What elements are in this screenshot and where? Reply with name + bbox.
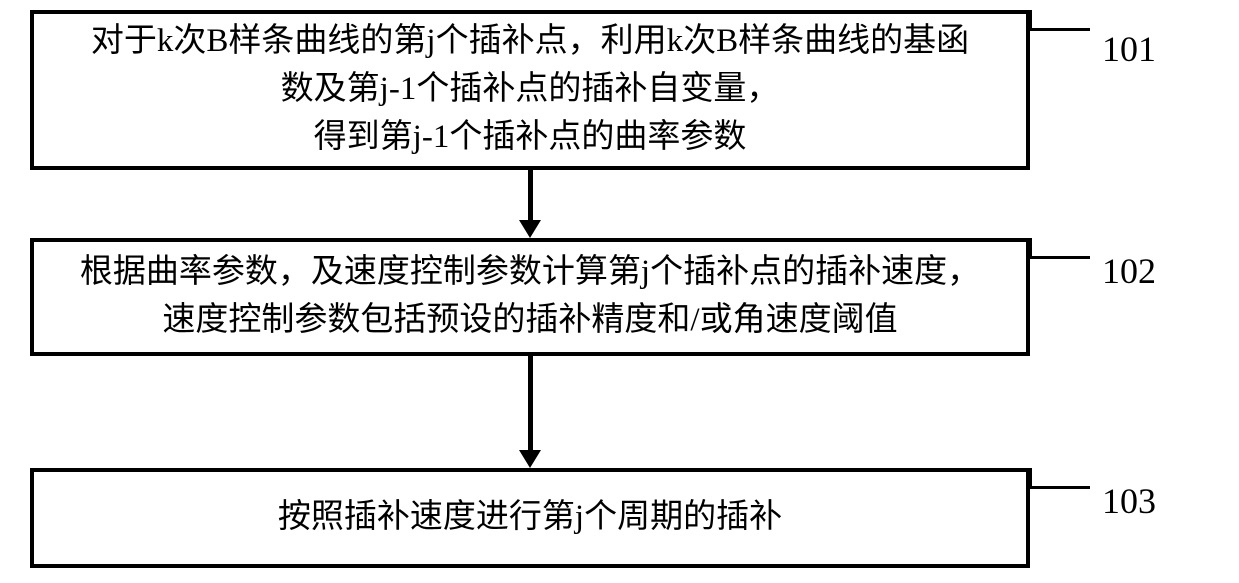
flow-step: 按照插补速度进行第j个周期的插补 <box>30 468 1030 568</box>
flow-step-text: 数及第j-1个插补点的插补自变量， <box>281 66 780 114</box>
flow-step-text: 得到第j-1个插补点的曲率参数 <box>314 114 747 162</box>
flow-step-label: 102 <box>1102 250 1156 292</box>
flow-arrow-head <box>519 450 541 468</box>
flow-arrow-head <box>519 220 541 238</box>
callout-line <box>1030 256 1090 259</box>
flow-arrow-shaft <box>528 356 533 450</box>
flowchart-canvas: 对于k次B样条曲线的第j个插补点，利用k次B样条曲线的基函数及第j-1个插补点的… <box>0 0 1239 583</box>
flow-step: 对于k次B样条曲线的第j个插补点，利用k次B样条曲线的基函数及第j-1个插补点的… <box>30 10 1030 170</box>
flow-step-label: 101 <box>1102 28 1156 70</box>
flow-step-text: 速度控制参数包括预设的插补精度和/或角速度阈值 <box>162 297 897 345</box>
callout-line <box>1030 486 1090 489</box>
callout-line <box>1030 28 1090 31</box>
flow-arrow-shaft <box>528 170 533 220</box>
flow-step-text: 根据曲率参数，及速度控制参数计算第j个插补点的插补速度， <box>80 249 980 297</box>
flow-step-label: 103 <box>1102 480 1156 522</box>
flow-step: 根据曲率参数，及速度控制参数计算第j个插补点的插补速度，速度控制参数包括预设的插… <box>30 238 1030 356</box>
flow-step-text: 按照插补速度进行第j个周期的插补 <box>278 494 782 542</box>
flow-step-text: 对于k次B样条曲线的第j个插补点，利用k次B样条曲线的基函 <box>91 18 969 66</box>
